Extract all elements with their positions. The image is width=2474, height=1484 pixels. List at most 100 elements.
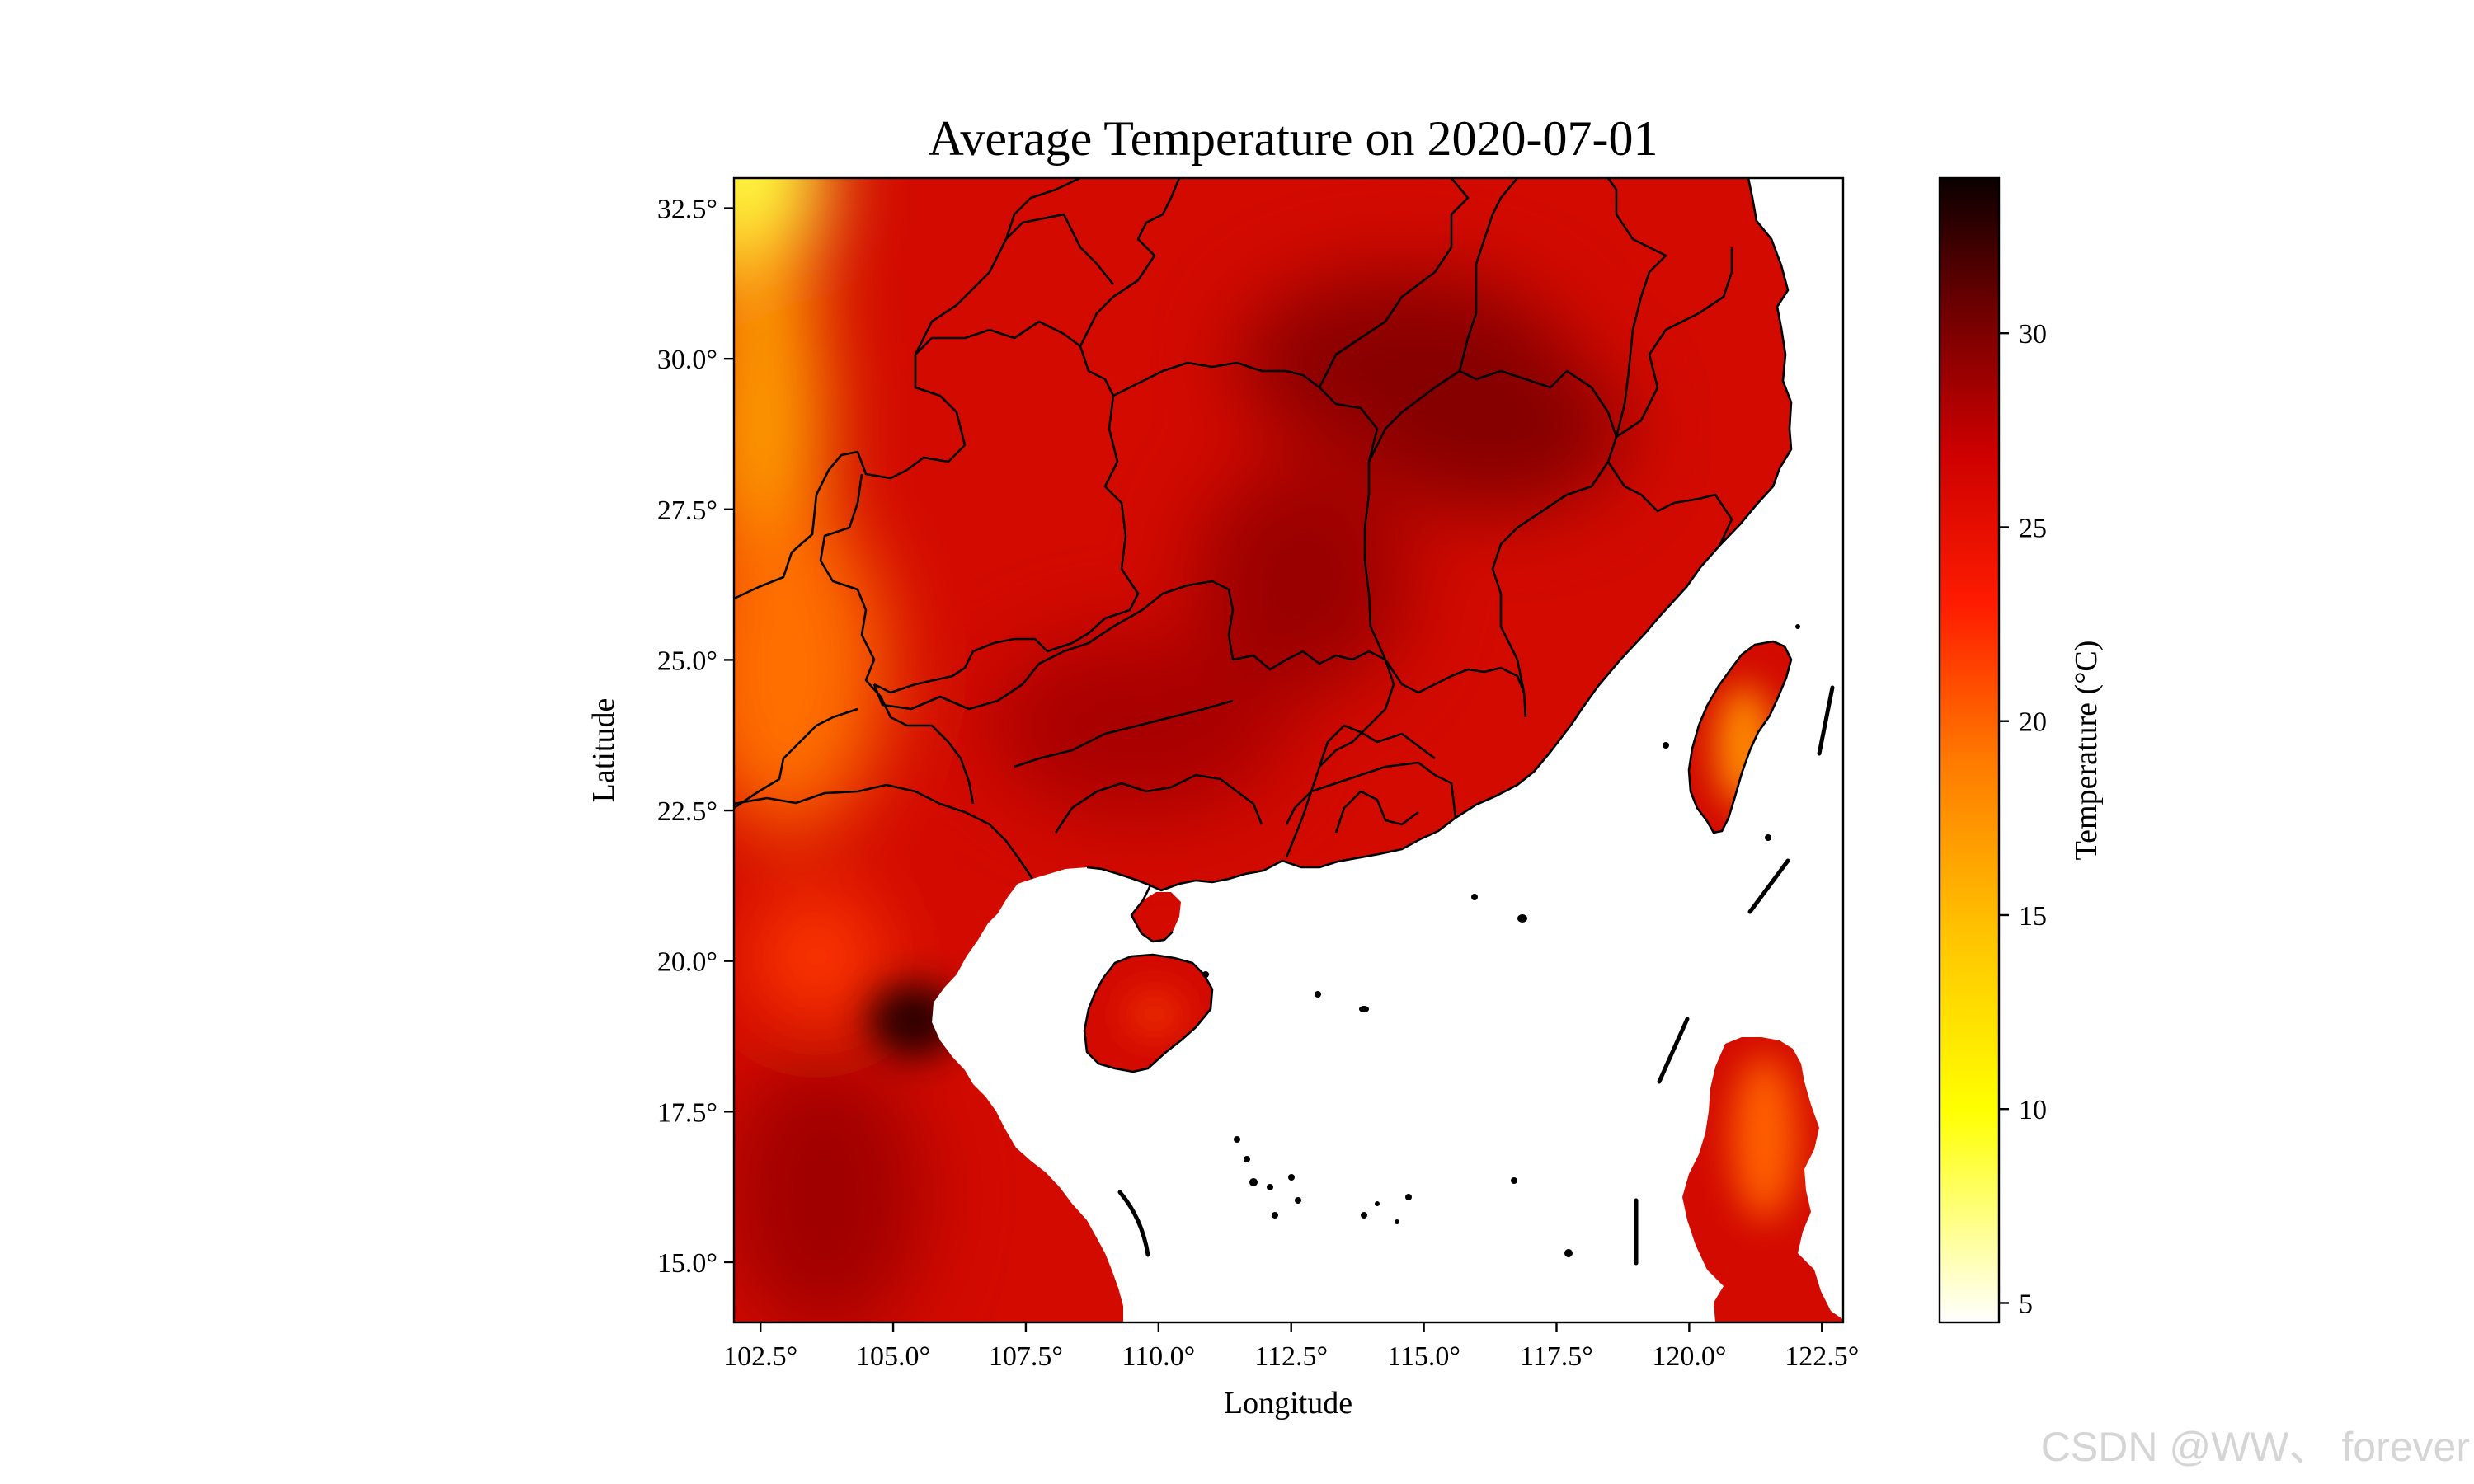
island-dot [1295,1197,1301,1204]
hainan-warm-center [1126,993,1183,1035]
x-tick-label: 112.5° [1254,1341,1328,1372]
x-tick-label: 117.5° [1520,1341,1593,1372]
sichuan-east-border [1004,178,1081,240]
taiwan-outline [1687,640,1793,834]
dash-segment [1747,858,1790,914]
jiangxi-fujian-border [1491,461,1610,693]
mainland-coastline [1086,178,1793,892]
island-dot [1315,991,1321,998]
sichuan-west-border [734,707,858,810]
hainan-outline [1083,953,1214,1073]
hubei-south-border [1079,178,1181,347]
jiangxi-guangdong-border [1384,659,1527,718]
colorbar-tick-label: 5 [2019,1289,2033,1319]
x-axis-label: Longitude [1224,1386,1352,1421]
y-tick-label: 27.5° [657,495,717,526]
island-dot [1564,1249,1573,1257]
nine-dash-line [1117,685,1835,1266]
hunan-east-border [1319,387,1387,660]
watermark: CSDN @WW、 forever [2041,1424,2470,1470]
chart-title: Average Temperature on 2020-07-01 [929,111,1658,166]
colorbar-label: Temperature (°C) [2069,641,2104,861]
pearl-river-delta-inner [1318,724,1436,768]
y-axis-label: Latitude [586,698,621,803]
island-dot [1272,1212,1278,1219]
island-dot [1244,1156,1250,1162]
y-tick-label: 17.5° [657,1097,717,1128]
island-dot [1405,1194,1412,1200]
hunan-hot-area [1196,462,1410,693]
colorbar-tick-label: 15 [2019,901,2047,932]
x-tick-label: 105.0° [856,1341,930,1372]
island-dot [1395,1219,1399,1224]
island-dot [1267,1184,1273,1190]
leizhou-peninsula [1130,885,1174,943]
y-tick-label: 30.0° [657,345,717,375]
pearl-river-delta-inner-2 [1334,790,1419,834]
y-tick-label: 25.0° [657,646,717,676]
axes-frame [732,176,1845,1324]
guangxi-guangdong-border [1232,650,1395,858]
hunan-west-border [1112,361,1320,397]
island-dot [1288,1174,1295,1181]
southwest-warm-patch [750,890,882,1022]
anhui-south-border [1458,178,1518,372]
island-dot [1511,1177,1517,1184]
jiangxi-hot-core [1361,346,1625,511]
nanning-border [1054,773,1263,834]
colorbar-ticks: 5 10 15 20 25 30 [1999,319,2047,1319]
anhui-east-border [1606,178,1667,438]
island-dot [1765,834,1771,841]
pearl-river-delta-border [1285,761,1457,825]
x-tick-label: 120.0° [1652,1341,1726,1372]
island-dot [1663,742,1669,749]
x-tick-label: 102.5° [723,1341,797,1372]
luzon-mountains [1732,1055,1798,1220]
island-dot [1359,1006,1369,1012]
guizhou-east-border [873,395,1140,694]
island-dot [1375,1201,1380,1206]
island-dot [1202,971,1209,978]
jiangxi-west-north-border [1367,369,1618,463]
colorbar-tick-label: 20 [2019,707,2047,738]
guangxi-inner-border [1014,699,1234,768]
x-tick-label: 107.5° [989,1341,1063,1372]
x-tick-label: 110.0° [1122,1341,1195,1372]
indochina-warm-area [734,1055,924,1322]
zhejiang-west-border [1616,247,1733,439]
hubei-east-border [1318,178,1470,388]
x-tick-label: 115.0° [1387,1341,1460,1372]
dash-segment [1817,685,1835,756]
island-dot [1249,1178,1258,1186]
colorbar-tick-label: 10 [2019,1095,2047,1125]
x-axis-ticks: 102.5° 105.0° 107.5° 110.0° 112.5° 115.0° 117.… [723,1322,1859,1372]
yunnan-west-border [734,450,908,600]
x-tick-label: 122.5° [1785,1341,1859,1372]
dash-segment [1657,1017,1690,1084]
y-tick-label: 32.5° [657,195,717,225]
islands [1202,624,1800,1257]
island-dot [1517,914,1527,923]
map-panel [734,178,1843,1322]
y-axis-ticks: 15.0° 17.5° 20.0° 22.5° 25.0° 27.5° 30.0° 32.5° [657,195,734,1279]
chongqing-border [914,213,1115,355]
boundary-lines [734,178,1793,1073]
colorbar-tick-label: 25 [2019,513,2047,543]
china-vietnam-border [734,783,1034,880]
island-dot [1234,1136,1240,1143]
y-tick-label: 15.0° [657,1248,717,1279]
island-dot [1795,624,1800,629]
yunnan-guizhou-border [819,473,975,805]
colorbar [1938,176,2001,1324]
guizhou-north-border [906,320,1115,472]
fujian-zhejiang-border [1606,461,1733,547]
y-tick-label: 22.5° [657,796,717,827]
guangxi-north-border [872,580,1235,711]
dash-segment [1117,1190,1150,1257]
island-dot [1361,1212,1367,1219]
island-dot [1471,894,1478,900]
y-tick-label: 20.0° [657,947,717,978]
colorbar-tick-label: 30 [2019,319,2047,350]
yunnan-plateau [734,503,887,833]
